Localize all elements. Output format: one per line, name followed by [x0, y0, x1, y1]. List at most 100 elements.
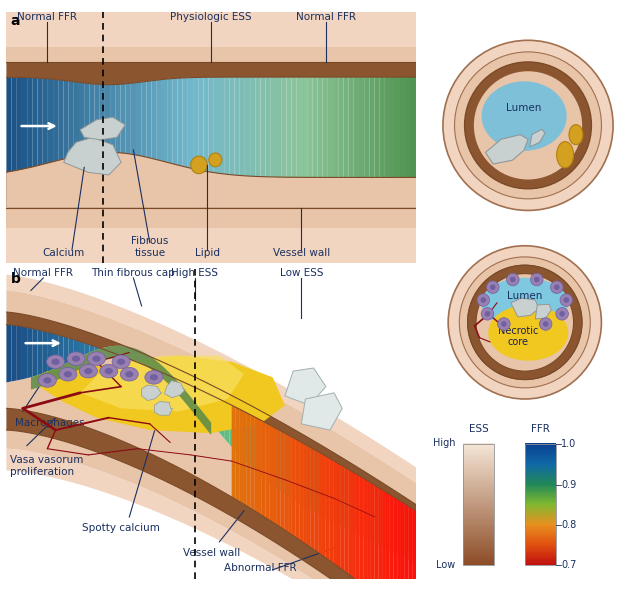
Polygon shape [120, 84, 125, 153]
Polygon shape [301, 393, 342, 430]
Bar [463, 481, 494, 482]
Bar [525, 533, 556, 534]
Polygon shape [240, 409, 245, 461]
Bar [525, 559, 556, 561]
Circle shape [59, 367, 77, 381]
Bar [463, 512, 494, 513]
Bar [463, 494, 494, 496]
Bar [463, 557, 494, 558]
Polygon shape [79, 341, 84, 357]
Polygon shape [234, 407, 240, 456]
Polygon shape [131, 359, 136, 362]
Polygon shape [396, 498, 401, 556]
Polygon shape [209, 77, 214, 173]
Text: Thin fibrous cap: Thin fibrous cap [92, 268, 175, 278]
Text: a: a [10, 14, 20, 29]
Polygon shape [6, 346, 416, 597]
Bar [525, 535, 556, 536]
Bar [463, 508, 494, 509]
Polygon shape [371, 483, 374, 593]
Bar [463, 542, 494, 543]
Polygon shape [349, 77, 354, 177]
Polygon shape [390, 77, 396, 177]
Polygon shape [74, 340, 79, 359]
Text: b: b [10, 272, 20, 286]
Polygon shape [307, 445, 312, 511]
Bar [525, 556, 556, 557]
Bar [463, 453, 494, 454]
Polygon shape [177, 380, 182, 387]
Bar [463, 537, 494, 538]
Polygon shape [53, 334, 58, 370]
Text: Vessel wall: Vessel wall [182, 548, 240, 558]
Bar [463, 522, 494, 524]
Bar [463, 547, 494, 548]
Polygon shape [356, 473, 360, 582]
Polygon shape [394, 497, 397, 597]
Polygon shape [115, 353, 120, 356]
Text: High ESS: High ESS [172, 268, 218, 278]
Polygon shape [292, 437, 297, 502]
Bar [525, 563, 556, 564]
Polygon shape [193, 78, 198, 170]
Bar [463, 519, 494, 520]
Polygon shape [297, 439, 302, 505]
Polygon shape [165, 382, 186, 398]
Bar [463, 544, 494, 546]
Polygon shape [245, 77, 250, 176]
Polygon shape [27, 78, 33, 168]
Bar [463, 485, 494, 486]
Polygon shape [380, 77, 385, 177]
Circle shape [540, 318, 552, 330]
Polygon shape [224, 401, 229, 444]
Polygon shape [141, 81, 147, 157]
Polygon shape [280, 430, 284, 530]
Bar [525, 497, 556, 498]
Polygon shape [511, 298, 539, 317]
Polygon shape [284, 433, 288, 533]
Polygon shape [198, 389, 204, 413]
Circle shape [510, 277, 516, 282]
Bar [463, 478, 494, 479]
Circle shape [125, 371, 133, 377]
Polygon shape [369, 482, 374, 543]
Bar [525, 454, 556, 456]
Bar [525, 510, 556, 512]
Bar [463, 467, 494, 469]
Polygon shape [404, 504, 408, 597]
Bar [463, 510, 494, 512]
Circle shape [550, 281, 563, 294]
Polygon shape [406, 77, 411, 177]
Bar [525, 555, 556, 556]
Ellipse shape [481, 278, 568, 328]
Polygon shape [162, 79, 167, 162]
Polygon shape [147, 81, 152, 158]
Polygon shape [6, 290, 416, 504]
Circle shape [88, 352, 106, 365]
Bar [525, 544, 556, 546]
Polygon shape [6, 152, 416, 208]
Polygon shape [115, 84, 120, 153]
Bar [463, 556, 494, 557]
Text: Physiologic ESS: Physiologic ESS [170, 12, 252, 22]
Circle shape [556, 307, 568, 320]
Text: Low: Low [436, 561, 456, 570]
Circle shape [531, 273, 543, 286]
Polygon shape [408, 506, 412, 597]
Bar [525, 475, 556, 476]
Polygon shape [6, 449, 416, 597]
Circle shape [560, 294, 573, 306]
Polygon shape [58, 80, 63, 161]
Circle shape [92, 356, 100, 362]
Polygon shape [340, 464, 344, 571]
Circle shape [481, 307, 493, 320]
Text: Normal FFR: Normal FFR [296, 12, 356, 22]
Polygon shape [281, 431, 286, 496]
Circle shape [490, 284, 495, 290]
Bar [463, 457, 494, 458]
Bar [525, 467, 556, 469]
Polygon shape [360, 476, 364, 585]
Bar [525, 561, 556, 562]
Polygon shape [307, 445, 310, 547]
Bar [463, 475, 494, 476]
